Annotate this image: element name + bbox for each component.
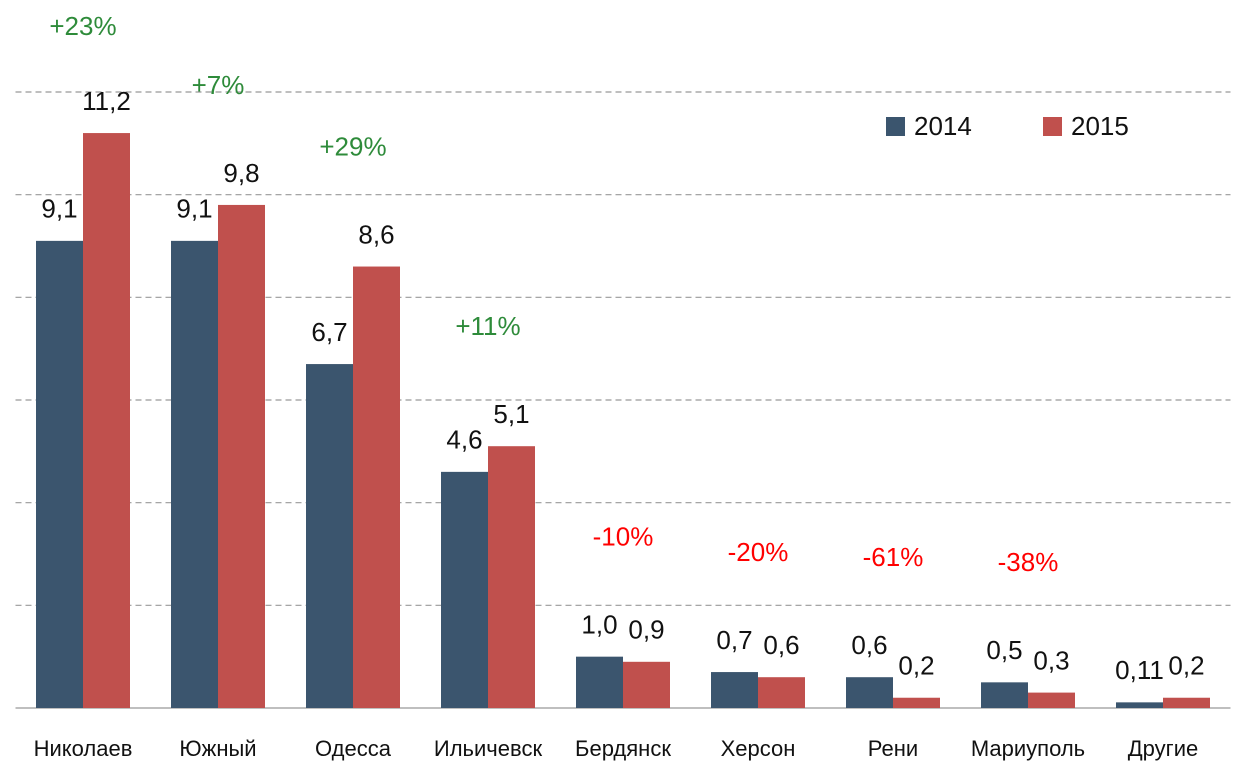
- change-annotation: +29%: [319, 131, 386, 161]
- change-annotation: +23%: [49, 11, 116, 41]
- bar: [576, 656, 623, 708]
- x-tick-label: Одесса: [315, 736, 392, 761]
- change-annotation: -10%: [593, 522, 654, 552]
- change-annotation: -61%: [863, 542, 924, 572]
- legend-swatch: [886, 117, 905, 136]
- x-tick-label: Другие: [1128, 736, 1198, 761]
- x-tick-label: Рени: [868, 736, 918, 761]
- x-tick-label: Бердянск: [575, 736, 671, 761]
- value-label: 0,6: [763, 630, 799, 660]
- bar: [171, 240, 218, 708]
- bar: [353, 266, 400, 708]
- legend-swatch: [1043, 117, 1062, 136]
- value-label: 0,2: [898, 651, 934, 681]
- x-tick-label: Южный: [179, 736, 256, 761]
- x-tick-label: Николаев: [34, 736, 133, 761]
- x-tick-label: Херсон: [721, 736, 796, 761]
- change-annotation: -20%: [728, 537, 789, 567]
- bar: [846, 677, 893, 708]
- value-label: 9,1: [176, 194, 212, 224]
- bar: [1163, 697, 1210, 708]
- bar: [711, 672, 758, 708]
- x-tick-label: Мариуполь: [971, 736, 1085, 761]
- bar: [83, 133, 130, 709]
- bar: [758, 677, 805, 708]
- value-label: 9,8: [223, 158, 259, 188]
- value-label: 9,1: [41, 194, 77, 224]
- bar: [218, 204, 265, 708]
- value-label: 5,1: [493, 399, 529, 429]
- value-label: 0,3: [1033, 645, 1069, 675]
- bar: [36, 240, 83, 708]
- bar: [1028, 692, 1075, 708]
- value-label: 0,6: [851, 630, 887, 660]
- bar: [623, 661, 670, 708]
- value-label: 0,11: [1115, 655, 1164, 685]
- value-label: 0,2: [1168, 651, 1204, 681]
- bar: [306, 364, 353, 708]
- bar: [1116, 702, 1163, 708]
- bar: [981, 682, 1028, 708]
- value-label: 6,7: [311, 317, 347, 347]
- legend-label: 2014: [914, 111, 972, 141]
- value-label: 0,5: [986, 635, 1022, 665]
- value-label: 4,6: [446, 425, 482, 455]
- change-annotation: -38%: [998, 547, 1059, 577]
- value-label: 11,2: [82, 86, 131, 116]
- bar: [488, 446, 535, 708]
- bar: [893, 697, 940, 708]
- change-annotation: +7%: [192, 70, 245, 100]
- value-label: 0,9: [628, 615, 664, 645]
- bar: [441, 471, 488, 708]
- value-label: 1,0: [581, 610, 617, 640]
- value-label: 0,7: [716, 625, 752, 655]
- value-label: 8,6: [358, 219, 394, 249]
- legend-label: 2015: [1071, 111, 1129, 141]
- change-annotation: +11%: [455, 311, 520, 341]
- x-tick-label: Ильичевск: [434, 736, 543, 761]
